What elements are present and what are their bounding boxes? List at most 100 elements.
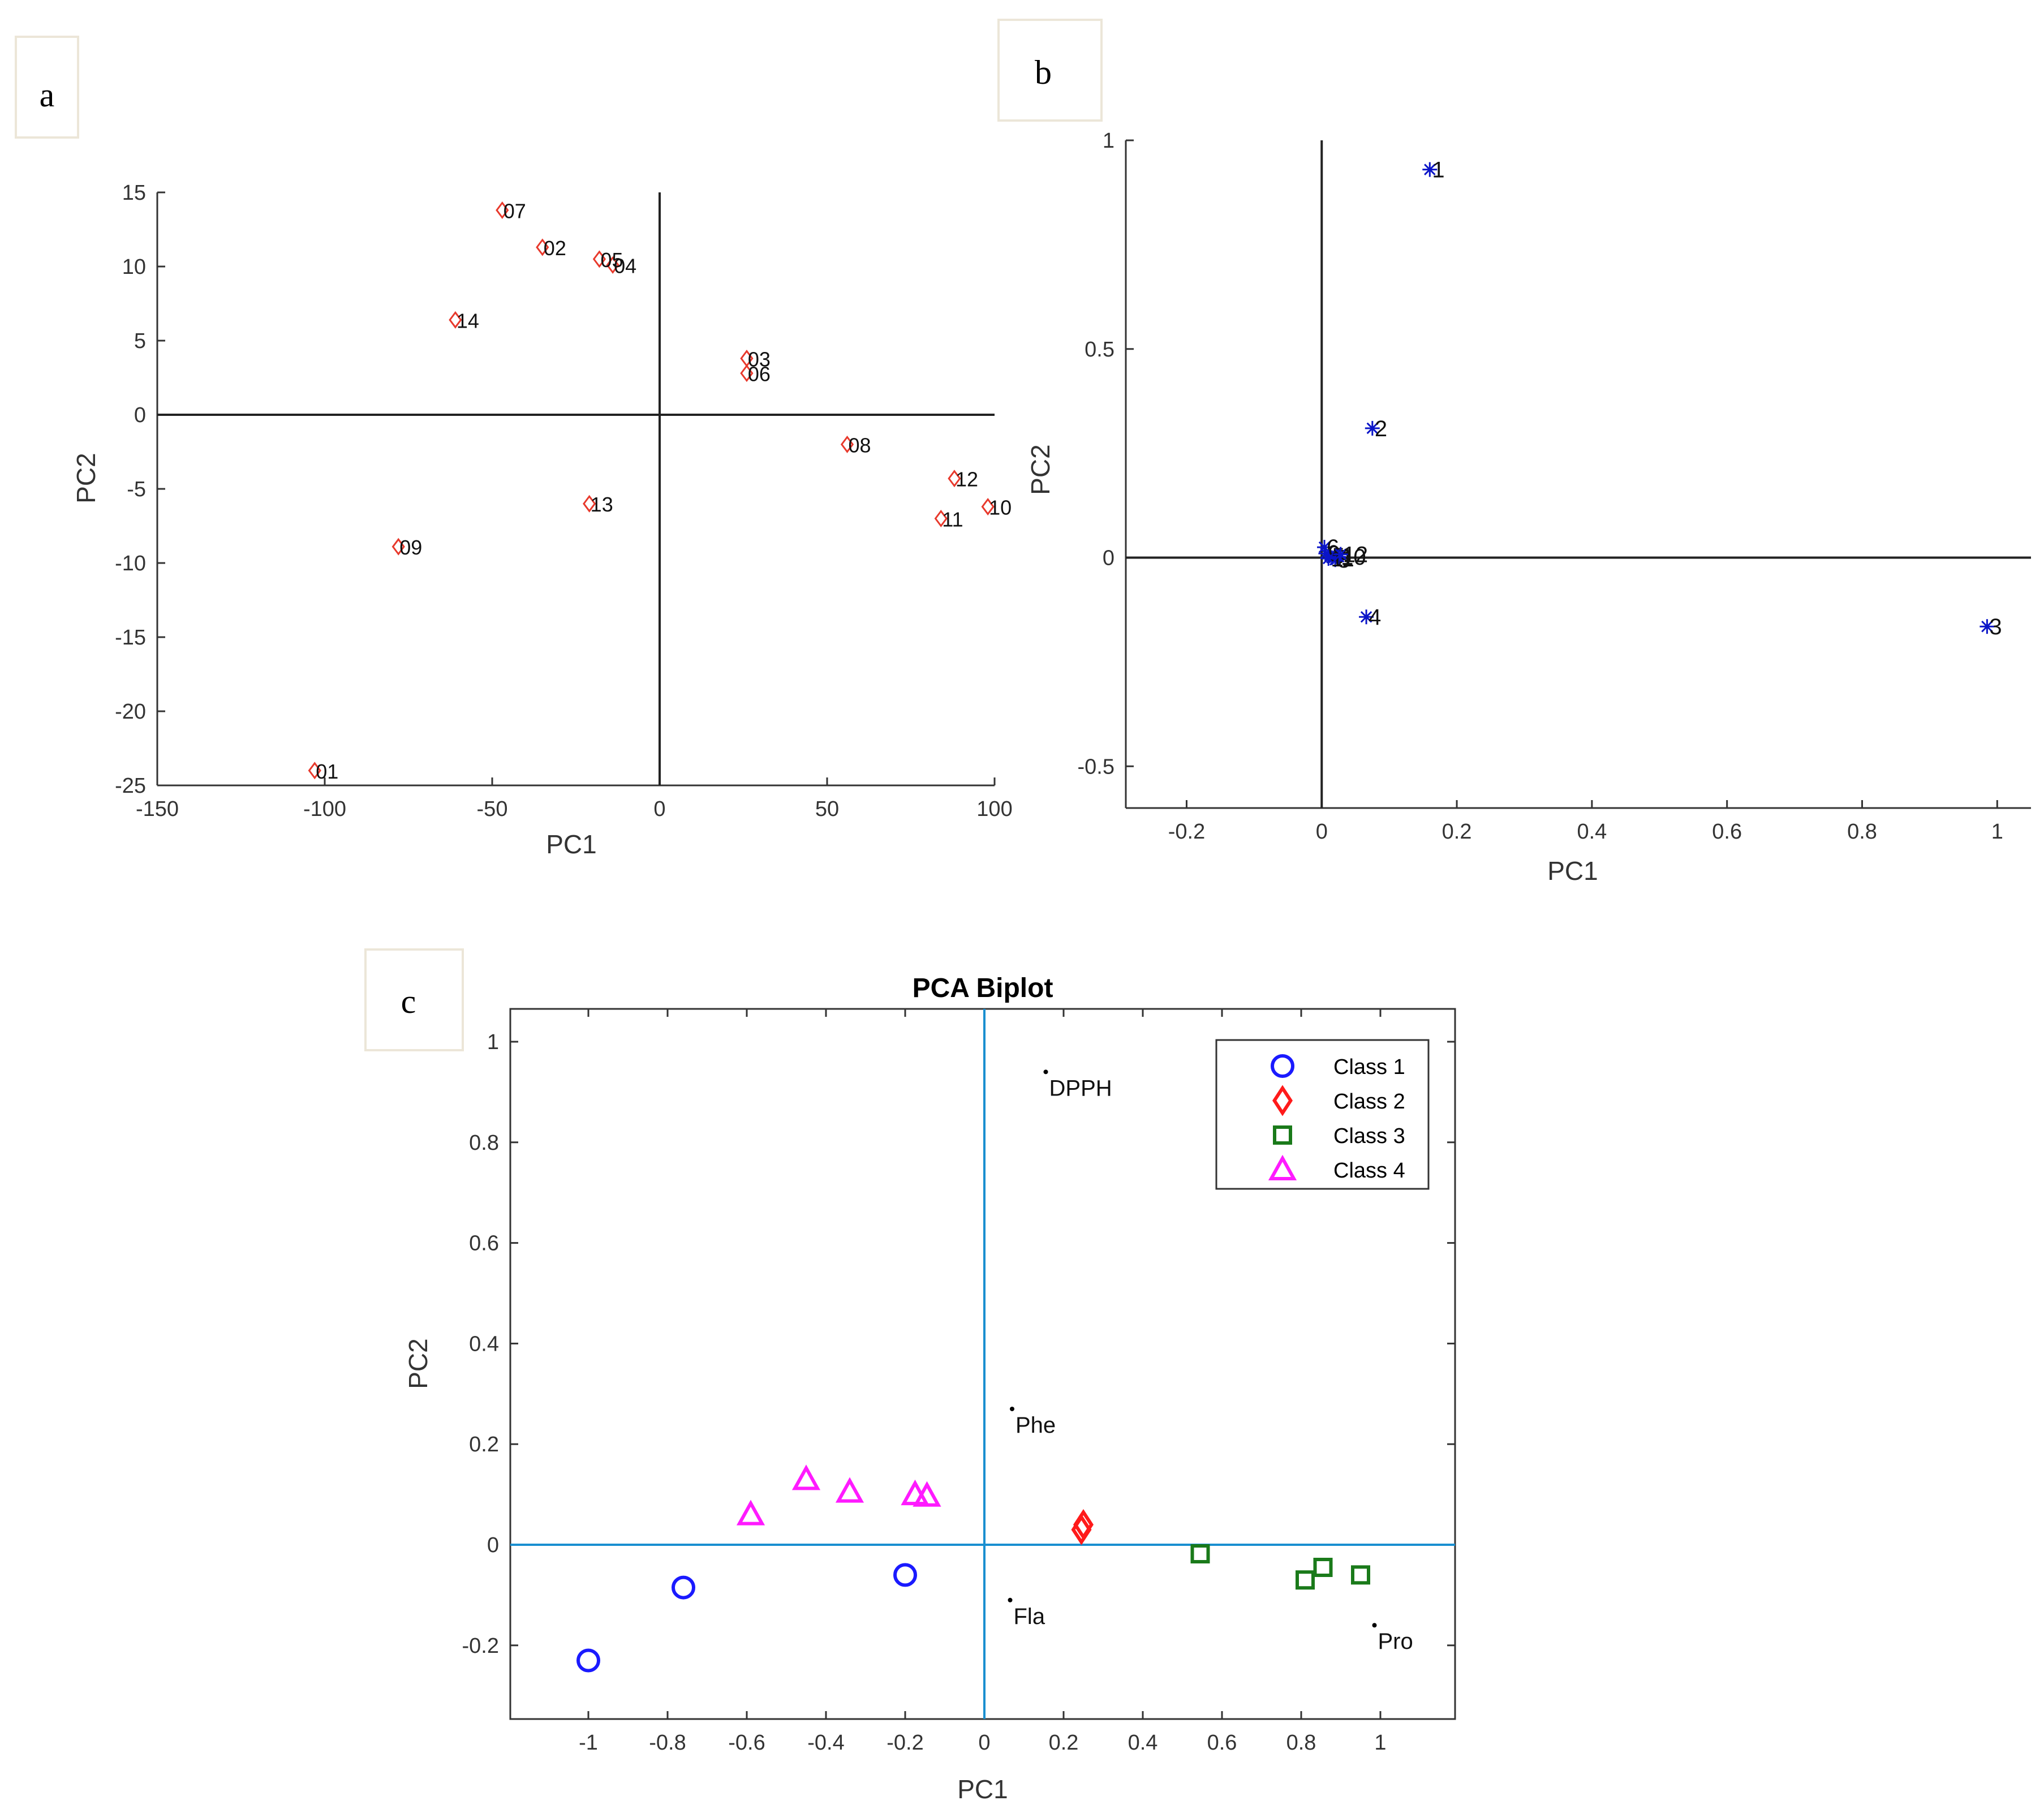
panel-b-point-label: 12 (1343, 543, 1369, 568)
panel-c-y-ticks: -0.2 0 0.2 0.4 0.6 0.8 1 (462, 1030, 1455, 1658)
panel-c-legend: Class 1 Class 2 Class 3 Class 4 (1215, 1039, 1430, 1190)
panel-c-point (913, 1481, 941, 1507)
panel-a-point-marker (592, 250, 606, 268)
panel-b-point-label: 1 (1432, 158, 1444, 183)
panel-a-point-marker (391, 538, 405, 556)
panel-c-point (1351, 1565, 1370, 1585)
panel-c-loading-label: Phe (1015, 1413, 1056, 1438)
panel-c-label: c (401, 983, 416, 1020)
panel-c-point (672, 1575, 695, 1600)
panel-c-title: PCA Biplot (913, 973, 1053, 1003)
panel-b-point-label: 11 (1331, 547, 1354, 572)
panel-c-legend-marker (1273, 1125, 1292, 1145)
panel-a-ylabel: PC2 (71, 453, 101, 503)
x-tick-label: 0.6 (1712, 820, 1742, 844)
x-tick-label: 1 (1374, 1731, 1386, 1755)
panel-a-point-label: 11 (942, 508, 963, 531)
panel-c-loading-dot (1008, 1597, 1013, 1602)
panel-b-x-ticks: -0.2 0 0.2 0.4 0.6 0.8 1 (1168, 800, 2003, 844)
panel-a-x-ticks: -150 -100 -50 0 50 100 (136, 777, 1013, 821)
panel-a-point-marker (308, 762, 321, 780)
panel-c-point (1190, 1544, 1210, 1564)
y-tick-label: 0.5 (1085, 338, 1114, 362)
panel-a-point-marker (536, 238, 549, 256)
panel-c-point (1313, 1558, 1333, 1578)
panel-a-point-marker (583, 495, 596, 513)
x-tick-label: 100 (976, 797, 1012, 821)
x-tick-label: 0.8 (1286, 1731, 1316, 1755)
panel-a-point-marker (496, 201, 509, 219)
panel-c-legend-box (1215, 1039, 1430, 1190)
y-tick-label: -5 (127, 478, 146, 501)
y-tick-label: -15 (115, 626, 146, 650)
x-tick-label: 0 (653, 797, 665, 821)
panel-b-label: b (1035, 54, 1052, 91)
panel-c-point (791, 1464, 821, 1490)
panel-c-loading-dot (1372, 1623, 1377, 1628)
panel-a-point-label: 14 (457, 309, 479, 332)
panel-a-label-box (15, 36, 79, 139)
panel-b-point-marker (1321, 551, 1336, 566)
x-tick-label: -100 (303, 797, 346, 821)
x-tick-label: -50 (477, 797, 508, 821)
panel-a-xlabel: PC1 (546, 830, 596, 859)
y-tick-label: -0.5 (1078, 755, 1114, 779)
panel-a-point-label: 13 (591, 493, 613, 516)
x-tick-label: -0.8 (649, 1731, 686, 1755)
panel-b-point-marker (1333, 547, 1348, 562)
panel-c-point (835, 1477, 864, 1503)
x-tick-label: 50 (815, 797, 839, 821)
panel-c-ylabel: PC2 (403, 1338, 433, 1389)
panel-c-loading-label: DPPH (1049, 1076, 1112, 1101)
panel-b-label-box (997, 19, 1103, 122)
panel-c-legend-marker (1272, 1085, 1293, 1116)
panel-a-point-label: 09 (399, 536, 422, 559)
x-tick-label: -0.4 (807, 1731, 844, 1755)
panel-a-point-marker (934, 509, 948, 527)
panel-c-legend-label: Class 4 (1333, 1159, 1405, 1183)
panel-a: a -150 -100 -50 0 50 100 -25-20-15-10-5051015… (15, 36, 1013, 859)
panel-a-point-marker (449, 311, 462, 329)
panel-c-loading-dot (1010, 1406, 1014, 1411)
panel-c-loading-label: Pro (1378, 1629, 1413, 1654)
y-tick-label: 0.8 (469, 1131, 499, 1155)
y-tick-label: -25 (115, 774, 146, 798)
panel-c-points (576, 1464, 1370, 1673)
panel-b-point-label: 2 (1375, 416, 1387, 441)
panel-c-point (576, 1648, 600, 1673)
panel-a-point-label: 03 (748, 347, 771, 371)
x-tick-label: -0.2 (887, 1731, 923, 1755)
x-tick-label: -0.2 (1168, 820, 1205, 844)
panel-c-point (736, 1499, 765, 1526)
panel-a-point-label: 04 (614, 254, 636, 277)
y-tick-label: 1 (487, 1030, 499, 1054)
y-tick-label: 0 (487, 1533, 499, 1557)
y-tick-label: 0.2 (469, 1433, 499, 1456)
panel-a-point-marker (948, 470, 961, 488)
panel-b-point-marker (1359, 609, 1374, 625)
y-tick-label: 0 (1103, 547, 1114, 570)
panel-a-point-label: 08 (849, 433, 871, 457)
panel-b-point-label: 4 (1369, 605, 1381, 630)
panel-a-point-label: 01 (316, 760, 338, 783)
y-tick-label: 0.4 (469, 1332, 499, 1356)
y-tick-label: 1 (1103, 129, 1114, 153)
panel-b-point-marker (1422, 162, 1438, 177)
x-tick-label: 0.2 (1442, 820, 1472, 844)
y-tick-label: 0.6 (469, 1232, 499, 1256)
panel-b-xlabel: PC1 (1547, 856, 1598, 886)
panel-a-point-marker (740, 364, 754, 383)
panel-c-x-ticks: -1 -0.8 -0.6 -0.4 -0.2 0 0.2 0.4 0.6 0.8 1 (579, 1009, 1387, 1755)
y-tick-label: 0 (134, 403, 146, 427)
panel-a-point-label: 05 (600, 248, 623, 272)
panel-b-points: 123456789101112 (1317, 158, 2002, 639)
panel-c-point (893, 1563, 917, 1587)
panel-a-point-marker (840, 435, 854, 453)
y-tick-label: -0.2 (462, 1634, 499, 1658)
panel-a-point-label: 02 (544, 237, 566, 260)
panel-a-y-ticks: -25 -20 -15 -10 -5 0 5 10 15 (115, 181, 165, 798)
x-tick-label: -0.6 (728, 1731, 765, 1755)
x-tick-label: 1 (1991, 820, 2003, 844)
